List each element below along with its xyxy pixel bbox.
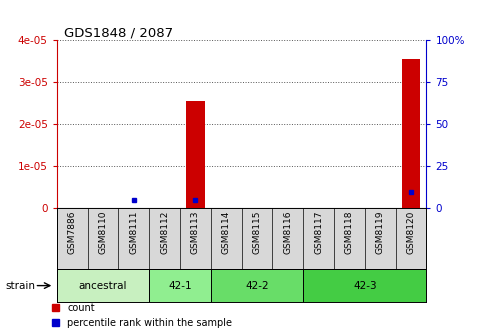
Bar — [186, 101, 205, 208]
Legend: count, percentile rank within the sample: count, percentile rank within the sample — [52, 303, 232, 328]
Text: GSM8113: GSM8113 — [191, 210, 200, 254]
Text: GSM7886: GSM7886 — [68, 210, 76, 254]
Bar — [149, 269, 211, 302]
Text: ancestral: ancestral — [79, 281, 127, 291]
Text: GSM8119: GSM8119 — [376, 210, 385, 254]
Text: GSM8115: GSM8115 — [252, 210, 261, 254]
Text: GSM8110: GSM8110 — [99, 210, 107, 254]
Bar — [402, 59, 420, 208]
Text: GSM8120: GSM8120 — [407, 210, 416, 253]
Text: GSM8114: GSM8114 — [222, 210, 231, 253]
Text: strain: strain — [5, 281, 35, 291]
Text: GSM8117: GSM8117 — [314, 210, 323, 254]
Text: GSM8116: GSM8116 — [283, 210, 292, 254]
Text: GSM8118: GSM8118 — [345, 210, 354, 254]
Text: GSM8111: GSM8111 — [129, 210, 138, 254]
Text: 42-2: 42-2 — [245, 281, 269, 291]
Text: 42-3: 42-3 — [353, 281, 377, 291]
Text: GSM8112: GSM8112 — [160, 210, 169, 253]
Bar — [211, 269, 303, 302]
Text: GDS1848 / 2087: GDS1848 / 2087 — [64, 26, 173, 39]
Bar — [303, 269, 426, 302]
Bar — [57, 269, 149, 302]
Text: 42-1: 42-1 — [168, 281, 192, 291]
